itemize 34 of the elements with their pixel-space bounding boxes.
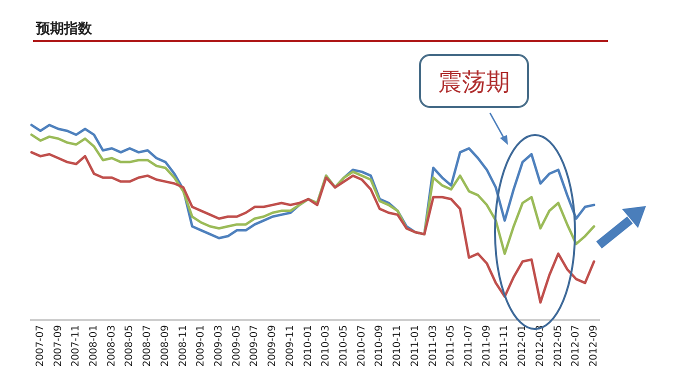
x-tick-label: 2009-01 [196, 325, 207, 367]
x-tick-label: 2009-09 [267, 325, 278, 367]
x-tick-label: 2010-01 [302, 325, 314, 367]
x-tick-label: 2010-05 [338, 325, 350, 367]
x-tick-label: 2009-03 [214, 325, 224, 367]
text: 震荡期 [438, 68, 510, 96]
x-tick-label: 2012-01 [517, 325, 528, 367]
x-tick-label: 2010-07 [356, 325, 368, 367]
x-tick-label: 2007-11 [70, 325, 82, 367]
x-tick-label: 2011-01 [410, 325, 421, 367]
x-tick-label: 2009-11 [284, 325, 296, 367]
x-tick-label: 2011-07 [464, 325, 474, 367]
x-tick-label: 2008-07 [142, 325, 154, 367]
x-tick-label: 2010-09 [374, 325, 386, 367]
x-tick-label: 2008-05 [124, 325, 136, 367]
x-tick-label: 2011-11 [499, 325, 510, 367]
x-tick-label: 2010-11 [392, 325, 404, 367]
x-tick-label: 2009-07 [249, 325, 260, 367]
x-tick-label: 2009-05 [231, 325, 242, 367]
x-tick-label: 2011-09 [481, 325, 492, 367]
chart-title: 预期指数 [35, 21, 93, 37]
x-tick-label: 2007-09 [52, 325, 64, 367]
x-tick-label: 2008-03 [106, 325, 118, 367]
x-tick-label: 2012-07 [570, 325, 582, 367]
x-tick-label: 2011-05 [446, 325, 457, 367]
x-tick-label: 2011-03 [428, 325, 439, 367]
x-tick-label: 2008-09 [160, 325, 171, 367]
x-tick-label: 2008-11 [178, 325, 189, 367]
x-tick-label: 2012-05 [552, 325, 564, 367]
x-tick-label: 2012-09 [588, 325, 600, 367]
x-tick-label: 2007-07 [34, 325, 46, 367]
x-tick-label: 2008-01 [88, 325, 100, 367]
x-tick-label: 2012-03 [534, 325, 546, 367]
x-tick-label: 2010-03 [320, 325, 332, 367]
